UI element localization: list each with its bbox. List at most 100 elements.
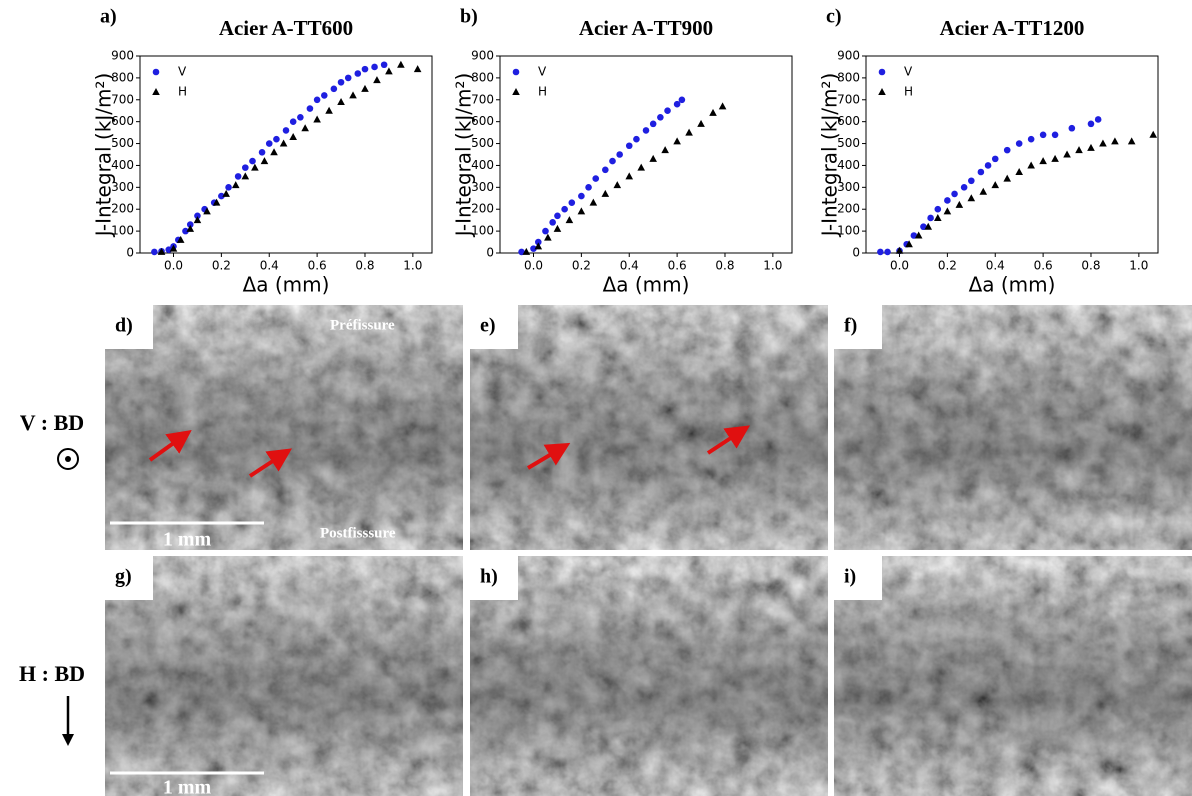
panel-label: a) xyxy=(100,6,117,28)
circle-point xyxy=(1039,131,1047,139)
triangle-point xyxy=(534,242,543,250)
triangle-point xyxy=(718,102,727,110)
y-tick-label: 700 xyxy=(111,92,134,106)
panel-label: d) xyxy=(115,315,133,337)
circle-point xyxy=(642,127,650,134)
circle-point xyxy=(664,107,671,115)
circle-point xyxy=(927,214,934,222)
triangle-point xyxy=(709,108,717,116)
triangle-point xyxy=(193,216,202,224)
legend-marker xyxy=(512,88,520,95)
circle-point xyxy=(320,92,328,99)
triangle-point xyxy=(1087,143,1095,151)
y-tick-label: 600 xyxy=(837,114,860,128)
annotation: Préfissure xyxy=(330,317,395,333)
legend-marker xyxy=(878,88,886,95)
micrograph-band xyxy=(105,305,463,550)
crack-arrow xyxy=(526,442,571,470)
micrograph: h) xyxy=(470,556,828,796)
triangle-point xyxy=(373,76,381,84)
y-tick-label: 700 xyxy=(471,92,494,106)
circle-point xyxy=(602,166,609,174)
chart: b) Acier A-TT900 0 100 200 300 400 500 600 700 800… xyxy=(452,6,793,297)
circle-point xyxy=(884,248,891,256)
triangle-point xyxy=(251,163,259,171)
circle-point xyxy=(673,100,681,108)
circle-point xyxy=(549,219,556,226)
triangle-point xyxy=(649,154,657,162)
circle-point xyxy=(289,118,297,125)
panel-label-box xyxy=(834,556,882,600)
circle-point xyxy=(337,78,345,86)
circle-point xyxy=(561,205,568,213)
y-tick-label: 800 xyxy=(837,70,860,84)
triangle-point xyxy=(1051,154,1059,162)
triangle-point xyxy=(313,115,321,123)
x-axis-label: Δa (mm) xyxy=(969,273,1056,297)
x-tick-label: 0.2 xyxy=(212,259,231,273)
circle-point xyxy=(934,205,942,213)
triangle-point xyxy=(979,187,988,195)
x-tick-label: 0.8 xyxy=(355,259,374,273)
triangle-point xyxy=(991,181,1000,189)
y-tick-label: 500 xyxy=(837,136,860,150)
triangle-point xyxy=(385,67,393,75)
circle-point xyxy=(585,184,592,191)
annotation: Postfisssure xyxy=(320,525,396,541)
legend-marker xyxy=(152,68,160,76)
x-tick-label: 0.2 xyxy=(572,259,591,273)
triangle-point xyxy=(934,213,942,221)
triangle-point xyxy=(673,137,681,145)
circle-point xyxy=(657,113,664,121)
micrograph: d) xyxy=(105,305,463,550)
y-tick-label: 300 xyxy=(471,180,494,194)
circle-point xyxy=(186,221,194,228)
circle-point xyxy=(306,105,314,112)
x-tick-label: 0.8 xyxy=(1081,259,1100,273)
x-tick-label: 0.4 xyxy=(620,259,639,273)
triangle-point xyxy=(1127,137,1136,145)
triangle-point xyxy=(349,91,357,99)
circle-point xyxy=(151,248,158,256)
panel-label: g) xyxy=(115,566,132,588)
y-axis-label: J-Integral (kJ/m²) xyxy=(452,73,476,239)
triangle-point xyxy=(943,207,952,215)
triangle-point xyxy=(895,246,904,254)
triangle-point xyxy=(1111,137,1119,145)
circle-point xyxy=(273,135,280,143)
triangle-point xyxy=(325,106,333,114)
triangle-point xyxy=(924,222,933,230)
x-tick-label: 1.0 xyxy=(403,259,422,273)
micrograph: f) xyxy=(834,305,1192,550)
y-tick-label: 100 xyxy=(111,224,134,238)
triangle-point xyxy=(1063,150,1071,158)
triangle-point xyxy=(270,148,278,156)
y-tick-label: 300 xyxy=(111,180,134,194)
micrograph: i) xyxy=(834,556,1192,796)
triangle-point xyxy=(337,97,345,105)
circle-point xyxy=(578,192,585,200)
legend-marker xyxy=(878,68,886,76)
triangle-point xyxy=(1003,174,1012,182)
triangle-point xyxy=(176,235,185,243)
y-tick-label: 700 xyxy=(837,92,860,106)
panel-label: b) xyxy=(460,6,478,28)
triangle-point xyxy=(565,216,574,224)
micrograph-band xyxy=(105,556,463,796)
triangle-point xyxy=(222,189,230,197)
circle-point xyxy=(991,155,999,163)
y-tick-label: 200 xyxy=(837,202,860,216)
row-label: H : BD xyxy=(19,661,85,686)
circle-point xyxy=(1051,131,1059,139)
circle-point xyxy=(1068,124,1076,132)
y-tick-label: 400 xyxy=(837,158,860,172)
circle-point xyxy=(249,157,256,165)
y-tick-label: 800 xyxy=(471,70,494,84)
y-tick-label: 500 xyxy=(471,136,494,150)
circle-point xyxy=(920,223,927,231)
panel-label: c) xyxy=(826,6,842,28)
triangle-point xyxy=(301,124,309,132)
circle-point xyxy=(944,197,951,204)
x-tick-label: 0.6 xyxy=(668,259,687,273)
row-label: V : BD xyxy=(20,410,84,435)
